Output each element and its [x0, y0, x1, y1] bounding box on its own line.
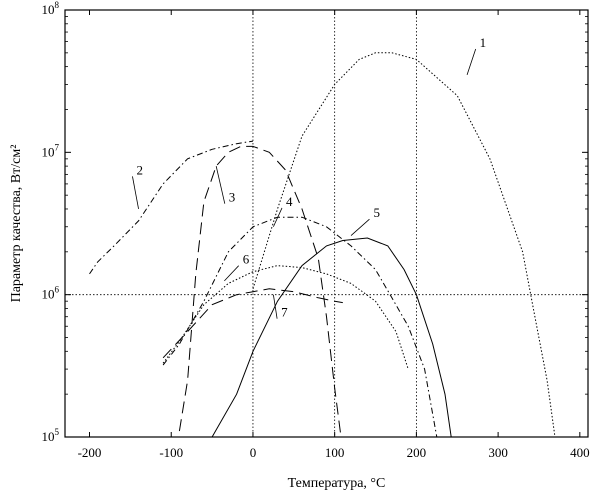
series-3-leader	[215, 166, 226, 204]
series-4-leader	[273, 207, 283, 227]
series-1-line	[252, 52, 556, 437]
y-axis-label: Параметр качества, Вт/см²	[9, 145, 24, 303]
y-tick-label: 106	[42, 285, 60, 302]
series-1-label: 1	[480, 35, 487, 50]
series-1-leader	[466, 48, 477, 76]
series-7-line	[162, 288, 343, 359]
series-6-leader	[224, 265, 239, 282]
series-7-label: 7	[281, 305, 288, 320]
x-tick-label: 100	[325, 445, 345, 460]
series-5-label: 5	[373, 205, 380, 220]
series-3-line	[178, 145, 342, 437]
series-3-label: 3	[229, 190, 236, 205]
series-7-leader	[272, 294, 278, 319]
y-tick-label: 107	[42, 142, 60, 159]
series-2-label: 2	[136, 162, 143, 177]
curves	[89, 52, 556, 437]
reference-lines	[65, 10, 588, 437]
x-tick-label: 0	[250, 445, 257, 460]
series-2-leader	[132, 176, 139, 210]
series-4-line	[162, 216, 438, 437]
curve-labels: 1 2 3 4 5 6 7	[132, 35, 486, 320]
x-tick-label: -200	[78, 445, 102, 460]
series-6-label: 6	[243, 252, 250, 267]
x-tick-label: 300	[488, 445, 508, 460]
series-2-line	[89, 140, 254, 275]
y-tick-label: 105	[42, 427, 60, 444]
x-tick-label: 400	[570, 445, 590, 460]
x-tick-label: -100	[159, 445, 183, 460]
plot-frame	[64, 9, 589, 438]
x-tick-label: 200	[407, 445, 427, 460]
ticks: -200 -100 0 100 200 300 400 105 106 107 108	[42, 0, 590, 460]
series-5-line	[211, 237, 452, 437]
series-5-leader	[350, 218, 370, 236]
x-axis-label: Температура, °C	[288, 476, 386, 491]
series-4-label: 4	[286, 194, 293, 209]
series-6-line	[162, 265, 409, 370]
y-tick-label: 108	[42, 0, 60, 17]
